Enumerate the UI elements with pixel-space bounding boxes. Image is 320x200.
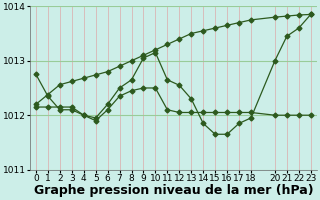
X-axis label: Graphe pression niveau de la mer (hPa): Graphe pression niveau de la mer (hPa) [34, 184, 313, 197]
